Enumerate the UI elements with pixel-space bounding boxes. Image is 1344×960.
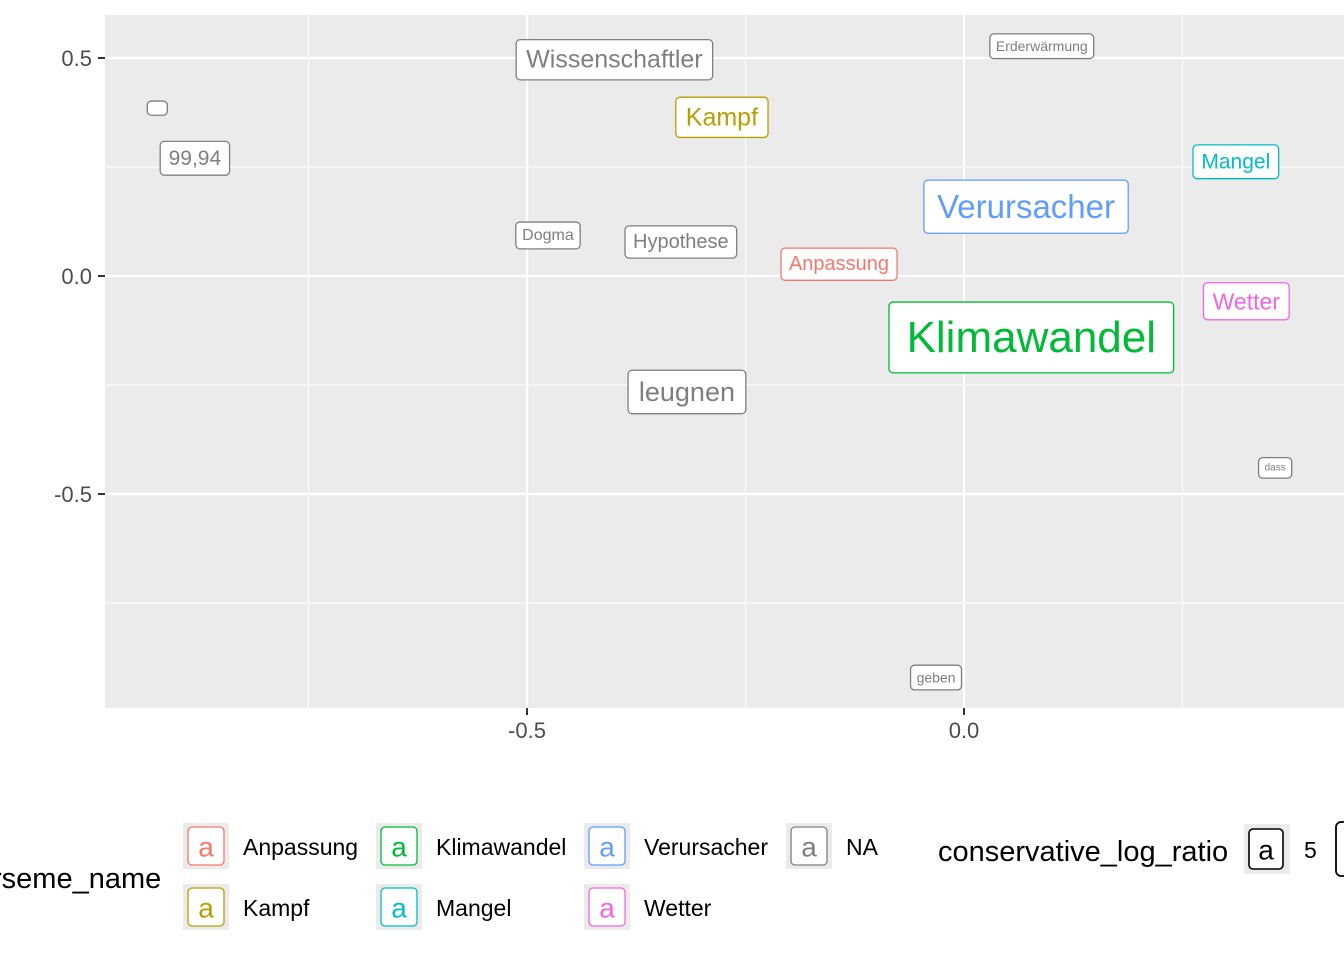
word-label: Wetter (1202, 282, 1290, 321)
word-label-text: Dogma (522, 227, 574, 244)
word-label-box (515, 38, 714, 81)
legend-label: Wetter (644, 895, 712, 921)
word-label: Erderwärmung (989, 33, 1095, 60)
axis-ticks (98, 57, 965, 715)
color-legend-title: rseme_name (0, 863, 161, 895)
color-legend-key: a Verursacher (584, 823, 768, 869)
word-label-box (627, 369, 747, 415)
color-legend-key: a Mangel (376, 884, 511, 930)
legend-key-glyph: a (198, 893, 214, 924)
word-label-text: Anpassung (789, 253, 889, 275)
word-label-box (515, 221, 581, 250)
legend-key-box (187, 887, 225, 927)
word-label: Dogma (515, 221, 581, 250)
legend-key-glyph: a (1258, 835, 1274, 866)
word-label-text: Kampf (686, 103, 758, 131)
legend-key-box (588, 826, 626, 866)
word-label-box (146, 100, 168, 116)
color-legend-key: a Kampf (183, 884, 310, 930)
word-label-box (923, 179, 1129, 234)
word-label-box (1257, 456, 1293, 479)
legend: rseme_name a Anpassung a Klimawandel a Verurs… (0, 821, 1344, 930)
x-tick-label: 0.0 (949, 718, 980, 743)
word-label-box (888, 301, 1175, 374)
x-tick-label: -0.5 (508, 718, 546, 743)
word-label: Hypothese (624, 225, 738, 259)
word-label: Klimawandel (888, 301, 1175, 374)
word-label: dass (1257, 456, 1293, 479)
legend-label: NA (846, 834, 879, 860)
word-label-text: Wetter (1213, 288, 1281, 314)
word-label-box (780, 247, 898, 281)
word-label-box (675, 96, 769, 139)
y-tick-label: -0.5 (54, 482, 92, 507)
word-label-text: . (157, 106, 158, 111)
legend-key-glyph: a (599, 832, 615, 863)
legend-key-box (380, 826, 418, 866)
word-label: geben (909, 664, 963, 691)
word-label-text: 99,94 (169, 147, 222, 170)
word-label-text: dass (1265, 462, 1286, 473)
word-label-text: Klimawandel (907, 313, 1156, 362)
legend-key-glyph: a (198, 832, 214, 863)
word-label-text: Wissenschaftler (526, 46, 702, 74)
word-label-text: Mangel (1201, 150, 1270, 173)
word-label: Wissenschaftler (515, 38, 714, 81)
y-axis-tick-labels: 0.5 0.0 -0.5 (54, 46, 92, 507)
color-legend-key: a Wetter (584, 884, 712, 930)
major-gridlines (105, 15, 1344, 708)
legend-label: Verursacher (644, 834, 768, 860)
legend-key-box (187, 826, 225, 866)
word-label: Verursacher (923, 179, 1129, 234)
legend-key-box (1335, 821, 1344, 877)
legend-key-glyph: a (391, 832, 407, 863)
y-tick-label: 0.0 (61, 264, 92, 289)
legend-key-box (588, 887, 626, 927)
y-tick-label: 0.5 (61, 46, 92, 71)
word-label: Mangel (1192, 144, 1280, 180)
word-label-box (159, 140, 231, 176)
word-label: Anpassung (780, 247, 898, 281)
legend-label: Klimawandel (436, 834, 566, 860)
color-legend-key: a Klimawandel (376, 823, 566, 869)
x-axis-tick-labels: -0.5 0.0 (508, 718, 979, 743)
color-legend-key: a NA (786, 823, 879, 869)
size-legend-title: conservative_log_ratio (938, 836, 1228, 868)
word-label-text: leugnen (639, 377, 735, 407)
legend-key-glyph: a (599, 893, 615, 924)
word-label-text: geben (917, 670, 956, 686)
word-label-text: Verursacher (937, 188, 1115, 225)
legend-label: Mangel (436, 895, 511, 921)
color-legend-key: a Anpassung (183, 823, 358, 869)
word-label: Kampf (675, 96, 769, 139)
legend-key-glyph: a (801, 832, 817, 863)
word-label-box (989, 33, 1095, 60)
legend-key-box (790, 826, 828, 866)
word-label: leugnen (627, 369, 747, 415)
word-label-box (1192, 144, 1280, 180)
legend-label: Anpassung (243, 834, 358, 860)
word-label-text: Hypothese (633, 231, 729, 253)
word-label: . (146, 100, 168, 116)
word-label-box (624, 225, 738, 259)
word-label: 99,94 (159, 140, 231, 176)
color-legend-keys: a Anpassung a Klimawandel a Verursacher a NA a Ka… (183, 823, 879, 930)
word-label-text: Erderwärmung (996, 38, 1088, 54)
word-label-box (1202, 282, 1290, 321)
word-labels: Wissenschaftler Kampf Erderwärmung. 99,94 Ma… (146, 33, 1293, 691)
legend-label: Kampf (243, 895, 310, 921)
legend-key-box (1248, 828, 1284, 870)
legend-key-glyph: a (391, 893, 407, 924)
word-label-box (909, 664, 963, 691)
legend-key-box (380, 887, 418, 927)
legend-label: 5 (1304, 837, 1317, 863)
